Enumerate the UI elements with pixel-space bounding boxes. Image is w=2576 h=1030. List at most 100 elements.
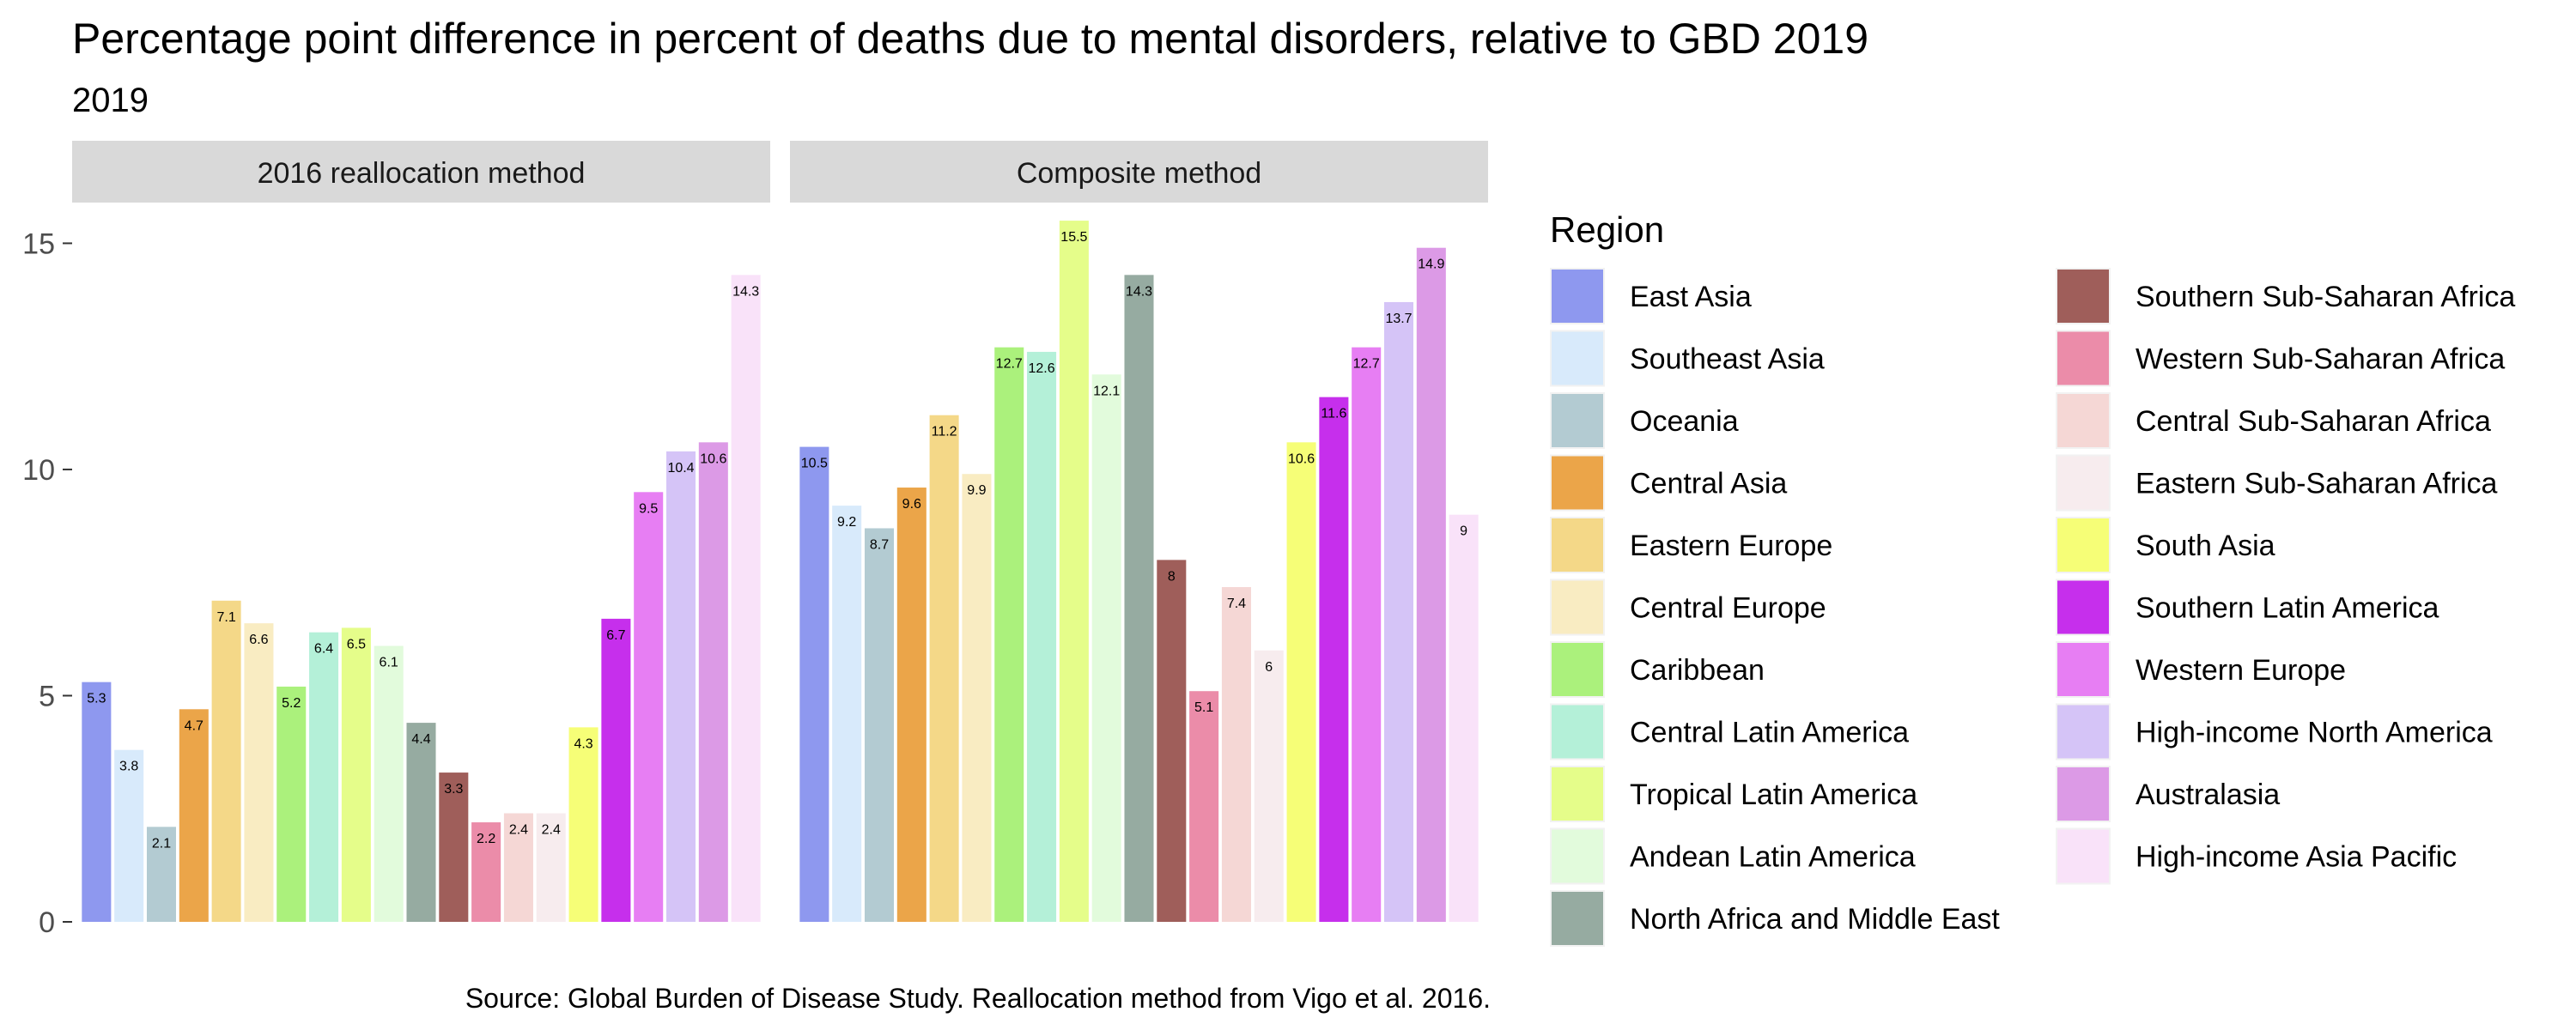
legend: Region East Asia Southeast Asia Oceania Cen… (1550, 209, 2515, 947)
panel-1: 2016 reallocation method 5.3 3.8 2.1 4.7 7.1 6… (72, 141, 770, 923)
legend-label: South Asia (2136, 530, 2275, 562)
bar (1254, 650, 1284, 922)
y-tick-label: 0 (39, 906, 55, 939)
bar-value-label: 6.1 (380, 656, 398, 670)
bar-value-label: 3.8 (119, 760, 138, 774)
legend-item: North Africa and Middle East (1550, 890, 2000, 947)
legend-swatch (1552, 580, 1603, 634)
bar (471, 822, 501, 922)
strip-background (72, 141, 770, 203)
bar-value-label: 5.1 (1194, 700, 1213, 715)
strip-label: Composite method (1017, 157, 1261, 190)
bar-value-label: 2.1 (152, 836, 171, 851)
bar (1221, 586, 1251, 922)
bar-value-label: 5.2 (282, 696, 301, 711)
legend-item: Central Asia (1550, 454, 1787, 512)
legend-label: Western Sub-Saharan Africa (2136, 343, 2505, 376)
legend-swatch (2057, 518, 2109, 572)
legend-label: Eastern Europe (1630, 530, 1832, 562)
bar-value-label: 10.5 (801, 457, 828, 471)
y-tick-label: 10 (22, 454, 55, 487)
bar-value-label: 12.1 (1093, 384, 1120, 398)
bar-value-label: 11.2 (932, 425, 957, 439)
legend-swatch (2057, 394, 2109, 447)
bar-value-label: 3.3 (444, 782, 463, 797)
legend-swatch (2057, 643, 2109, 696)
bar (82, 682, 112, 922)
legend-label: Southeast Asia (1630, 343, 1825, 376)
strip-label: 2016 reallocation method (258, 157, 586, 190)
legend-swatch (2057, 456, 2109, 510)
legend-item: High-income Asia Pacific (2056, 827, 2457, 885)
legend-title: Region (1550, 209, 1664, 250)
legend-swatch (1552, 331, 1603, 385)
bar-value-label: 12.7 (996, 357, 1023, 372)
legend-item: East Asia (1550, 268, 1752, 324)
legend-label: Central Europe (1630, 592, 1826, 625)
bar-value-label: 4.4 (411, 732, 430, 747)
bar (244, 623, 274, 922)
legend-label: Oceania (1630, 405, 1739, 438)
bar (146, 827, 177, 922)
legend-item: Western Sub-Saharan Africa (2056, 330, 2505, 387)
y-axis: 0 5 10 15 (22, 227, 72, 939)
legend-item: Australasia (2056, 766, 2280, 822)
legend-item: Southeast Asia (1550, 330, 1825, 387)
legend-item: South Asia (2056, 517, 2275, 573)
legend-label: North Africa and Middle East (1630, 903, 2000, 936)
bar-value-label: 4.3 (574, 736, 592, 751)
bar (665, 451, 696, 922)
legend-item: Eastern Sub-Saharan Africa (2056, 454, 2498, 512)
chart-title: Percentage point difference in percent o… (72, 15, 1868, 63)
legend-label: Andean Latin America (1630, 841, 1916, 874)
bar (1157, 560, 1187, 922)
legend-label: Caribbean (1630, 654, 1765, 687)
bar (341, 627, 371, 922)
bar (1449, 514, 1479, 922)
bar-value-label: 12.7 (1353, 357, 1380, 372)
bar-value-label: 9.2 (837, 515, 856, 530)
legend-item: Southern Sub-Saharan Africa (2056, 268, 2515, 324)
bar-value-label: 11.6 (1321, 407, 1346, 421)
legend-item: Oceania (1550, 392, 1739, 449)
legend-label: High-income Asia Pacific (2136, 841, 2457, 874)
legend-swatch (1552, 829, 1603, 883)
bar (1027, 351, 1057, 922)
legend-label: Eastern Sub-Saharan Africa (2136, 468, 2498, 500)
bar (276, 686, 307, 922)
bar (1059, 221, 1089, 922)
legend-item: Andean Latin America (1550, 827, 1916, 885)
bar-value-label: 5.3 (87, 692, 106, 706)
bar-value-label: 14.3 (732, 284, 759, 299)
bar-value-label: 9.9 (967, 483, 986, 498)
bar-value-label: 9 (1460, 524, 1467, 539)
y-tick-label: 5 (39, 680, 55, 712)
legend-swatch (2057, 580, 2109, 634)
bar-value-label: 6 (1265, 660, 1273, 675)
bar (962, 474, 992, 922)
legend-swatch (2057, 270, 2109, 323)
bar (1286, 442, 1316, 922)
bar (601, 618, 631, 922)
legend-swatch (1552, 643, 1603, 696)
bar-value-label: 7.4 (1227, 597, 1246, 611)
bar (503, 813, 533, 922)
bar (832, 506, 862, 922)
legend-item: Eastern Europe (1550, 517, 1832, 573)
legend-label: Southern Latin America (2136, 592, 2439, 625)
bar-value-label: 7.1 (216, 610, 235, 625)
bar (994, 347, 1024, 923)
bar (1352, 347, 1382, 923)
bar-value-label: 2.4 (542, 823, 561, 838)
bar-value-label: 9.6 (902, 497, 921, 512)
bar-value-label: 6.6 (249, 633, 268, 647)
bar-value-label: 4.7 (185, 718, 204, 733)
legend-item: Southern Latin America (2056, 579, 2439, 636)
bar-value-label: 6.7 (606, 628, 625, 643)
bar-value-label: 6.5 (347, 637, 366, 651)
legend-swatch (1552, 892, 1603, 945)
bar-value-label: 9.5 (639, 501, 658, 516)
bar (211, 600, 241, 922)
bar (439, 772, 469, 922)
